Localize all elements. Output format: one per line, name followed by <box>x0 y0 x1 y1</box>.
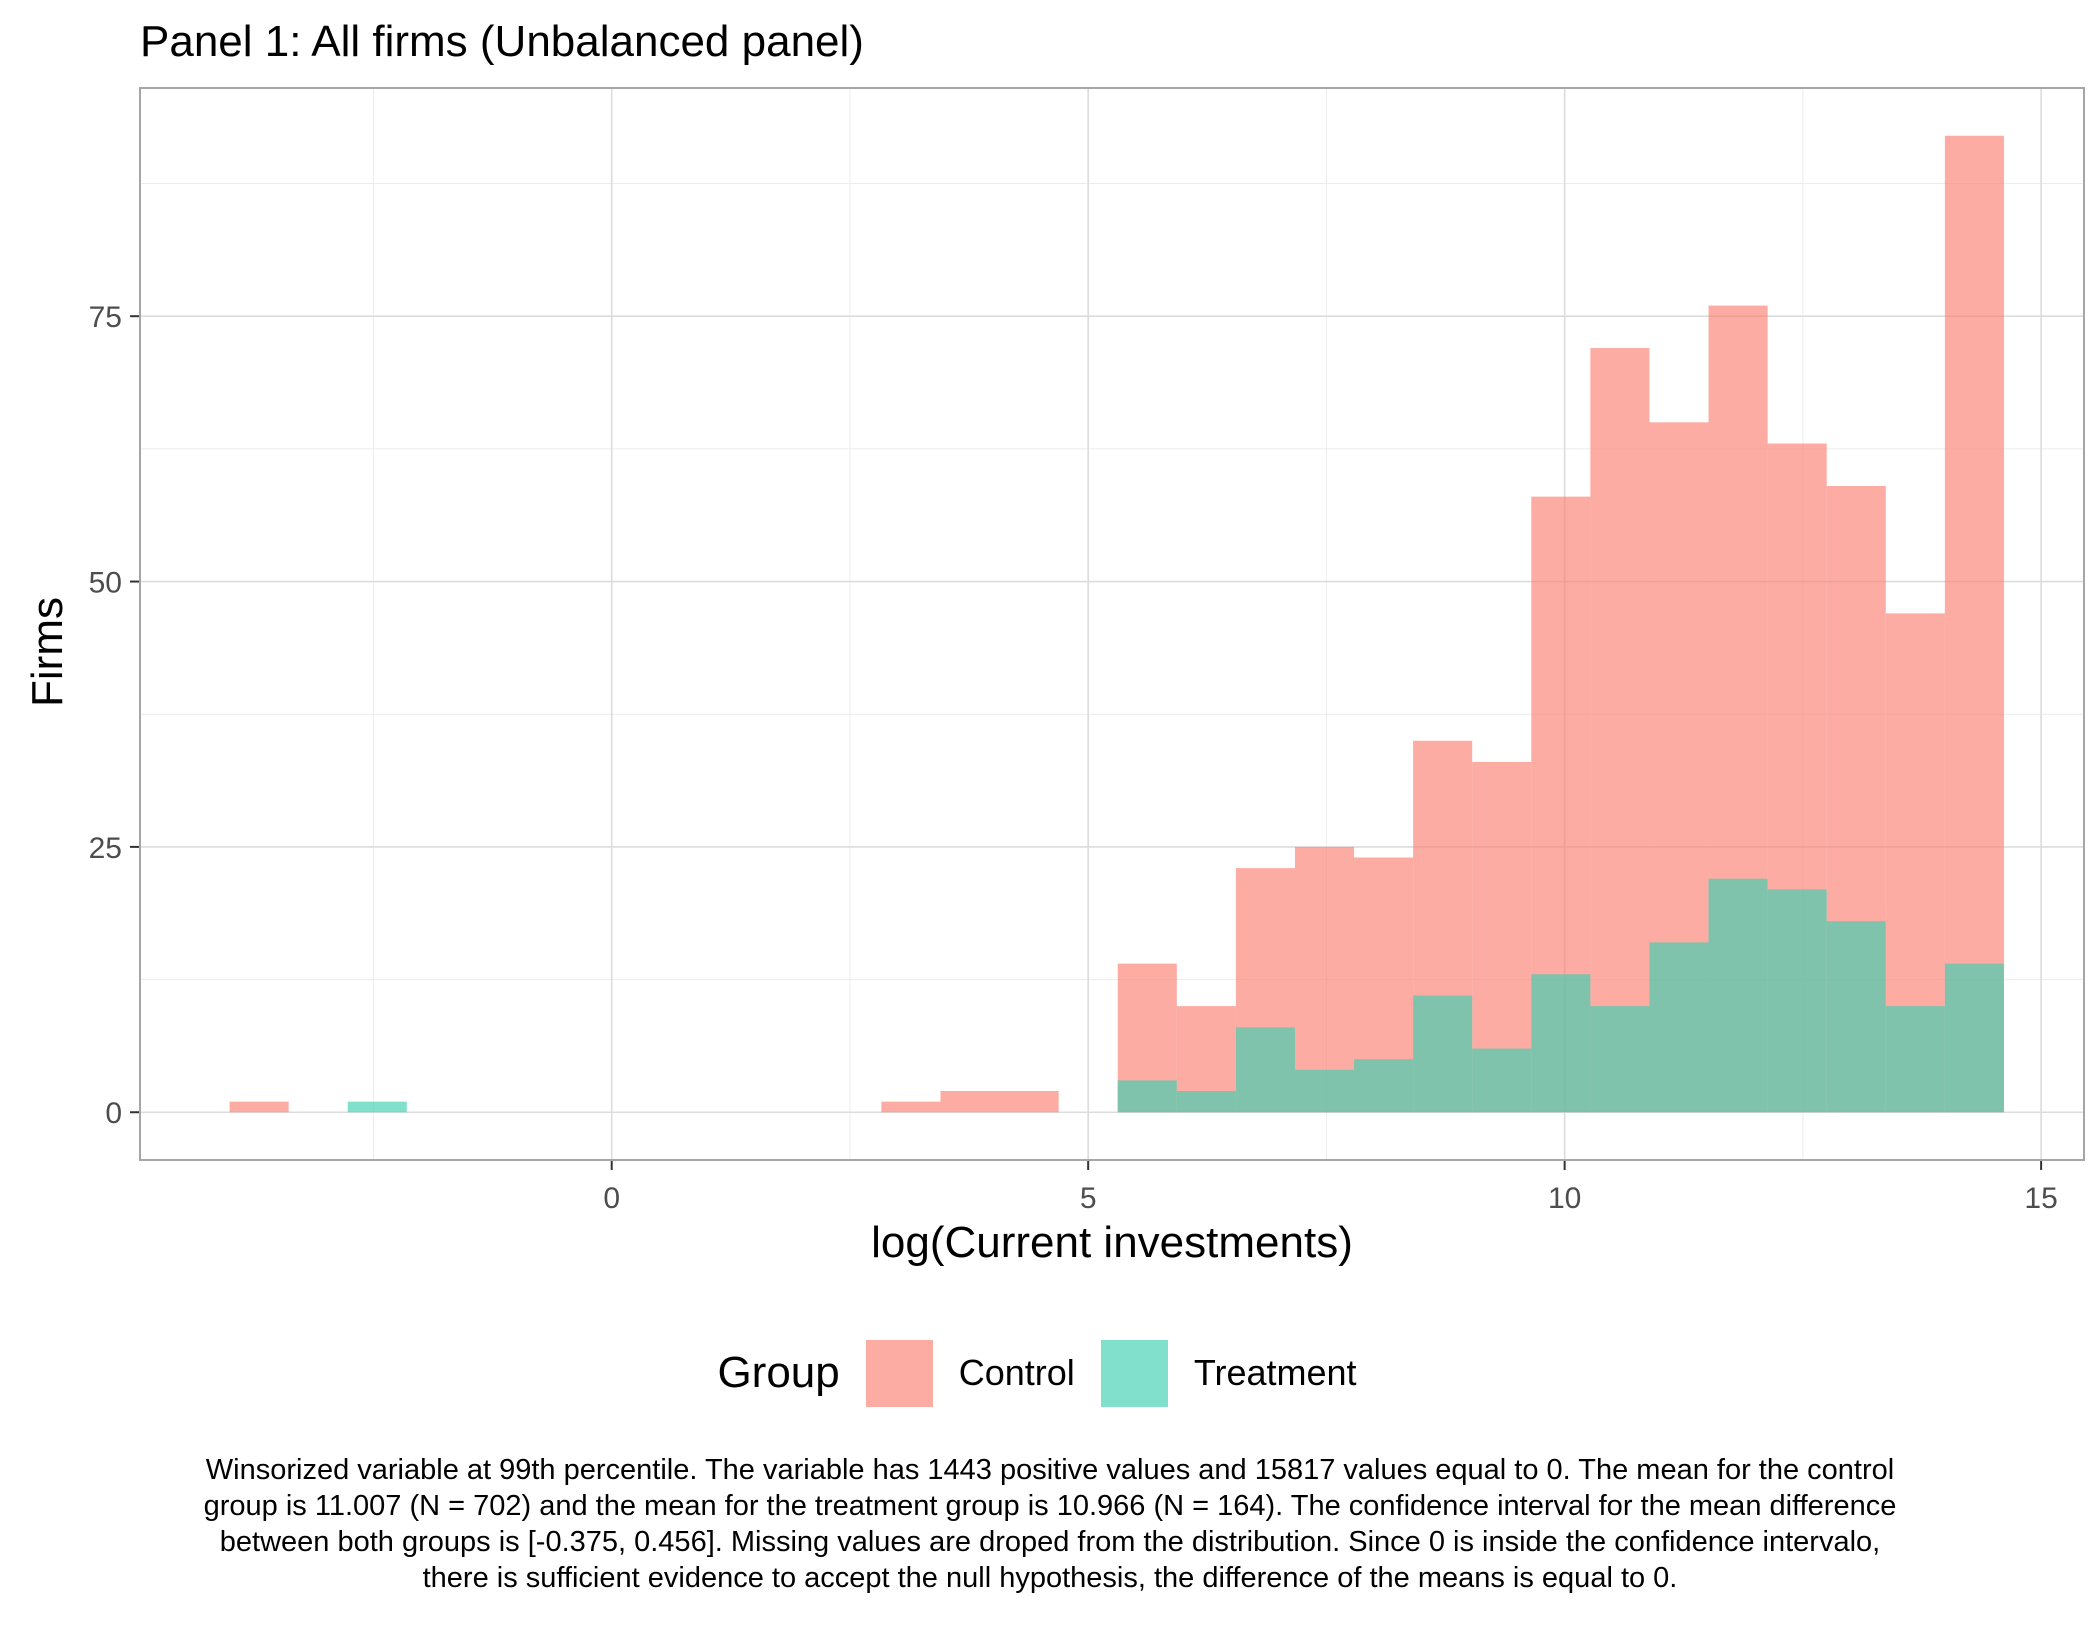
bar-control <box>229 1101 289 1113</box>
y-tick-label: 75 <box>89 301 122 334</box>
legend-key-treatment <box>1100 1339 1168 1407</box>
bar-treatment <box>1531 974 1591 1113</box>
x-tick-label: 5 <box>1080 1182 1097 1215</box>
legend-label-treatment: Treatment <box>1193 1352 1357 1393</box>
axis-ticks: 0 5 10 15 0 25 50 75 <box>89 301 2058 1215</box>
y-axis-label: Firms <box>23 597 72 707</box>
x-tick-label: 15 <box>2024 1182 2057 1215</box>
chart-caption: Winsorized variable at 99th percentile. … <box>203 1454 1897 1594</box>
bar-treatment <box>1767 889 1827 1113</box>
bar-treatment <box>1294 1069 1355 1113</box>
y-tick-label: 50 <box>89 567 122 600</box>
bar-treatment <box>1472 1048 1532 1113</box>
legend: Group Control Treatment <box>0 1337 2100 1409</box>
panel-border <box>139 87 2085 1161</box>
bar-control <box>999 1091 1059 1113</box>
bar-treatment <box>1708 878 1768 1113</box>
bar-treatment <box>1826 921 1886 1113</box>
bar-treatment <box>1235 1027 1295 1113</box>
chart-title: Panel 1: All firms (Unbalanced panel) <box>140 17 864 66</box>
bar-treatment <box>1176 1091 1236 1113</box>
bar-treatment <box>1590 1006 1650 1113</box>
legend-title: Group <box>717 1348 840 1397</box>
y-tick-label: 25 <box>89 832 122 865</box>
legend-label-control: Control <box>958 1352 1075 1393</box>
x-tick-label: 10 <box>1548 1182 1581 1215</box>
bar-control <box>881 1101 941 1113</box>
bar-control <box>940 1091 1000 1113</box>
bar-treatment <box>1885 1006 1945 1113</box>
bar-control <box>1294 846 1355 1113</box>
bar-treatment <box>1944 963 2004 1113</box>
bar-control <box>1944 135 2004 1113</box>
bar-treatment <box>347 1101 407 1113</box>
y-axis-label-container: Firms <box>18 597 78 707</box>
x-tick-label: 0 <box>603 1182 620 1215</box>
bar-treatment <box>1413 995 1473 1113</box>
bar-treatment <box>1649 942 1709 1113</box>
y-tick-label: 0 <box>105 1097 122 1130</box>
legend-key-control <box>865 1339 933 1407</box>
x-axis-label: log(Current investments) <box>871 1218 1353 1267</box>
bar-control <box>1590 348 1650 1113</box>
bar-treatment <box>1117 1080 1177 1113</box>
bar-treatment <box>1354 1059 1414 1113</box>
histogram-bars <box>229 135 2004 1113</box>
